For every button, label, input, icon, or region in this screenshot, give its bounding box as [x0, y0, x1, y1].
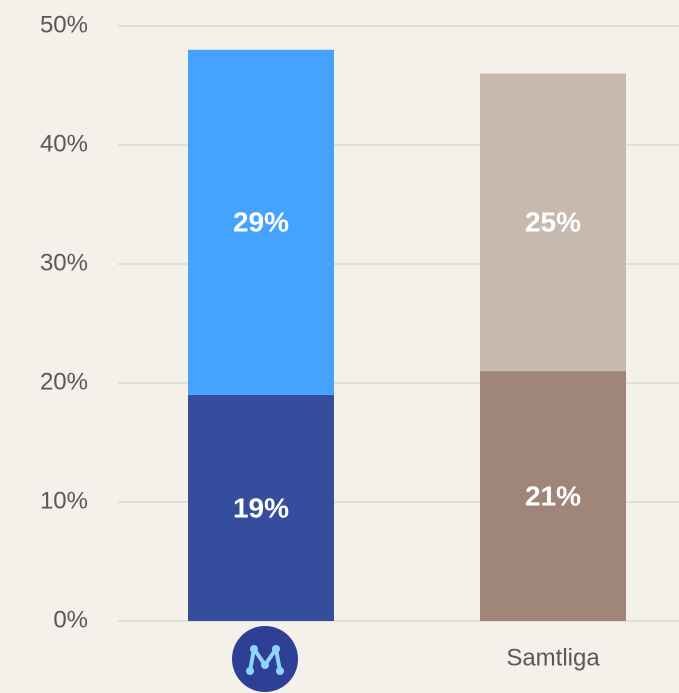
y-tick-label: 20% — [40, 368, 88, 395]
y-tick-label: 0% — [53, 606, 88, 633]
x-tick-label: Samtliga — [506, 644, 600, 671]
y-tick-label: 40% — [40, 130, 88, 157]
bar-segment — [188, 394, 334, 621]
value-label: 19% — [233, 492, 289, 523]
bar-segment — [188, 49, 334, 395]
bar-segment — [480, 371, 626, 621]
value-label: 25% — [525, 207, 581, 238]
bar-segment — [480, 73, 626, 372]
logo — [232, 626, 298, 692]
value-label: 21% — [525, 480, 581, 511]
y-tick-label: 30% — [40, 249, 88, 276]
value-label: 29% — [233, 207, 289, 238]
y-tick-label: 10% — [40, 487, 88, 514]
y-tick-label: 50% — [40, 11, 88, 38]
